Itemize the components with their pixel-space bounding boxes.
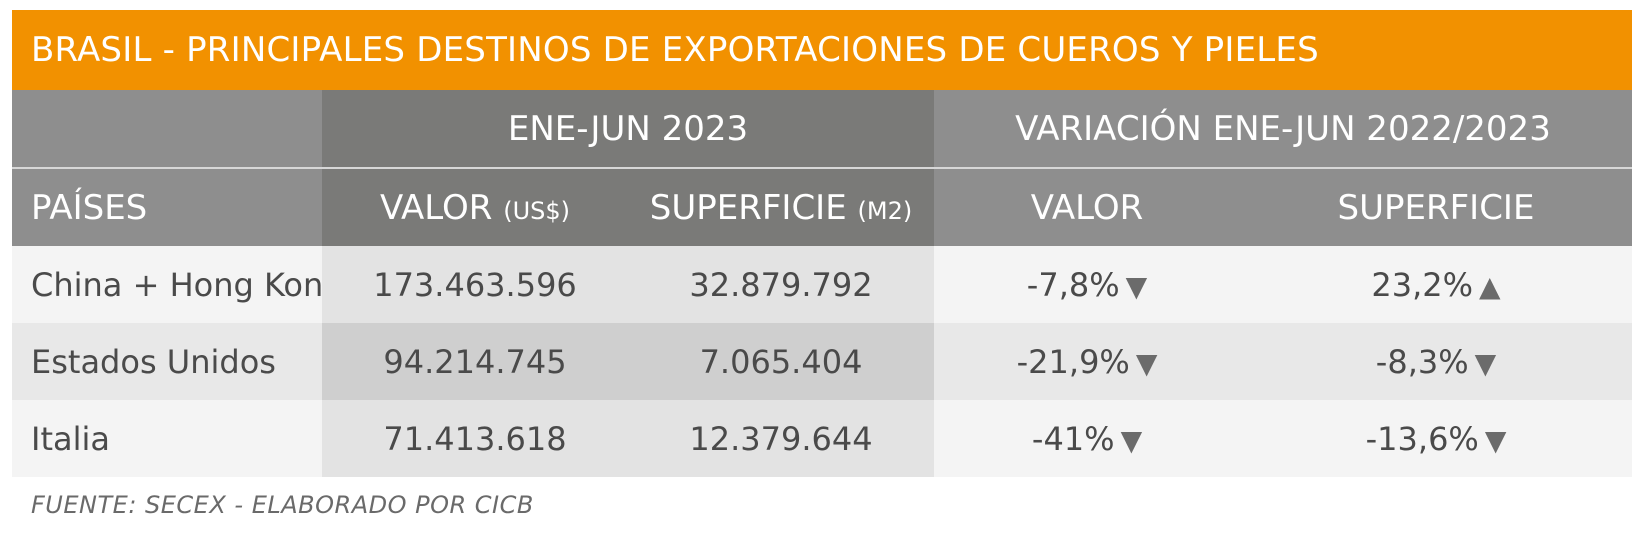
cell-valor: 94.214.745	[322, 323, 628, 400]
var-valor-text: -7,8%	[1026, 265, 1120, 304]
header-valor-unit: (US$)	[503, 196, 571, 225]
arrow-down-icon: ▼	[1484, 423, 1507, 457]
table-title: BRASIL - PRINCIPALES DESTINOS DE EXPORTA…	[12, 10, 1632, 90]
cell-superficie: 12.379.644	[628, 400, 934, 477]
cell-valor: 173.463.596	[322, 246, 628, 323]
cell-pais: China + Hong Kong	[12, 246, 322, 323]
header-superficie-unit: (M2)	[857, 196, 913, 225]
header-superficie-label: SUPERFICIE	[649, 187, 847, 228]
var-valor-text: -21,9%	[1016, 342, 1130, 381]
export-table-card: BRASIL - PRINCIPALES DESTINOS DE EXPORTA…	[12, 10, 1632, 519]
header-empty-cell	[12, 90, 322, 168]
cell-superficie: 7.065.404	[628, 323, 934, 400]
source-note: FUENTE: SECEX - ELABORADO POR CICB	[31, 491, 534, 519]
cell-var-valor: -41% ▼	[934, 400, 1240, 477]
arrow-down-icon: ▼	[1135, 346, 1158, 380]
cell-var-superficie: 23,2% ▲	[1240, 246, 1632, 323]
header-paises: PAÍSES	[12, 167, 322, 246]
header-var-valor: VALOR	[934, 167, 1240, 246]
header-valor: VALOR (US$)	[322, 167, 628, 246]
header-superficie: SUPERFICIE (M2)	[628, 167, 934, 246]
header-var-superficie: SUPERFICIE	[1240, 167, 1632, 246]
var-superficie-text: 23,2%	[1371, 265, 1474, 304]
cell-valor: 71.413.618	[322, 400, 628, 477]
var-superficie-text: -13,6%	[1365, 419, 1479, 458]
cell-var-superficie: -8,3% ▼	[1240, 323, 1632, 400]
header-valor-label: VALOR	[379, 187, 493, 228]
header-group-row: ENE-JUN 2023 VARIACIÓN ENE-JUN 2022/2023	[12, 90, 1632, 168]
header-column-row: PAÍSES VALOR (US$) SUPERFICIE (M2) VALOR…	[12, 167, 1632, 246]
cell-var-valor: -21,9% ▼	[934, 323, 1240, 400]
exports-table: ENE-JUN 2023 VARIACIÓN ENE-JUN 2022/2023…	[12, 90, 1632, 477]
cell-superficie: 32.879.792	[628, 246, 934, 323]
cell-pais: Estados Unidos	[12, 323, 322, 400]
table-row: Italia 71.413.618 12.379.644 -41% ▼ -13,6…	[12, 400, 1632, 477]
cell-pais: Italia	[12, 400, 322, 477]
var-valor-text: -41%	[1031, 419, 1115, 458]
arrow-up-icon: ▲	[1479, 269, 1501, 303]
table-row: China + Hong Kong 173.463.596 32.879.792…	[12, 246, 1632, 323]
arrow-down-icon: ▼	[1125, 269, 1148, 303]
arrow-down-icon: ▼	[1474, 346, 1497, 380]
cell-var-superficie: -13,6% ▼	[1240, 400, 1632, 477]
header-variacion: VARIACIÓN ENE-JUN 2022/2023	[934, 90, 1632, 168]
header-ene-jun-2023: ENE-JUN 2023	[322, 90, 934, 168]
table-row: Estados Unidos 94.214.745 7.065.404 -21,…	[12, 323, 1632, 400]
arrow-down-icon: ▼	[1120, 423, 1143, 457]
var-superficie-text: -8,3%	[1375, 342, 1469, 381]
cell-var-valor: -7,8% ▼	[934, 246, 1240, 323]
